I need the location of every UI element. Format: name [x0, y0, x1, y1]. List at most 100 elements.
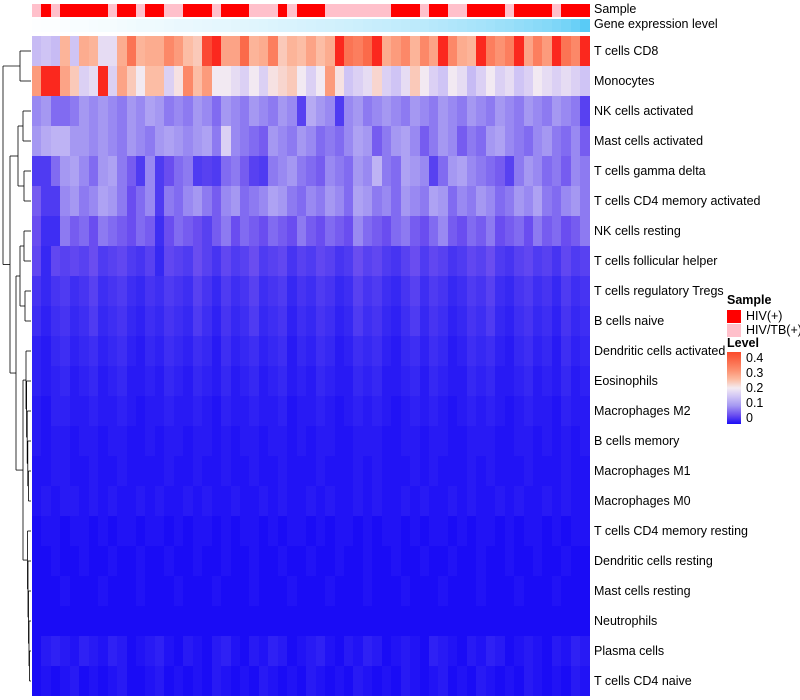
heatmap-cell — [542, 36, 552, 66]
heatmap-cell — [154, 156, 165, 186]
heatmap-cell — [334, 96, 344, 126]
heatmap-cell — [126, 216, 136, 246]
heatmap-cell — [69, 396, 80, 426]
heatmap-cell — [334, 576, 344, 606]
heatmap-cell — [230, 636, 240, 666]
row-label: B cells memory — [594, 434, 680, 448]
heatmap-cell — [410, 96, 420, 126]
heatmap-row — [32, 216, 590, 246]
heatmap-cell — [353, 306, 363, 336]
heatmap-cell — [239, 486, 250, 516]
heatmap-cell — [69, 216, 80, 246]
heatmap-cell — [296, 606, 307, 636]
sample-annotation-cell — [447, 4, 458, 17]
heatmap-cell — [154, 396, 165, 426]
heatmap-cell — [334, 456, 344, 486]
heatmap-cell — [334, 66, 344, 96]
heatmap-cell — [551, 276, 562, 306]
row-label: Macrophages M2 — [594, 404, 691, 418]
heatmap-row — [32, 666, 590, 696]
heatmap-cell — [410, 636, 420, 666]
heatmap-cell — [438, 366, 448, 396]
heatmap-cell — [41, 486, 51, 516]
heatmap-cell — [41, 576, 51, 606]
row-label: Mast cells resting — [594, 584, 691, 598]
heatmap-cell — [306, 126, 316, 156]
heatmap-cell — [353, 486, 363, 516]
sample-annotation-cell — [419, 4, 430, 17]
heatmap-cell — [258, 546, 269, 576]
gene-expression-cell — [495, 19, 505, 32]
heatmap-cell — [183, 126, 193, 156]
heatmap-cell — [523, 576, 534, 606]
heatmap-cell — [457, 666, 467, 696]
heatmap-cell — [117, 216, 127, 246]
sample-annotation-cell — [135, 4, 146, 17]
sample-annotation-cell — [485, 4, 496, 17]
heatmap-cell — [79, 606, 89, 636]
heatmap-cell — [438, 666, 448, 696]
heatmap-cell — [457, 426, 467, 456]
heatmap-cell — [523, 306, 534, 336]
heatmap-cell — [126, 576, 136, 606]
heatmap-cell — [79, 516, 89, 546]
heatmap-cell — [32, 576, 42, 606]
gene-expression-cell — [362, 19, 373, 32]
heatmap-cell — [192, 96, 203, 126]
heatmap-cell — [277, 66, 288, 96]
heatmap-cell — [561, 456, 571, 486]
heatmap-cell — [391, 666, 401, 696]
heatmap-cell — [249, 636, 259, 666]
gene-expression-cell — [485, 19, 496, 32]
heatmap-cell — [495, 516, 505, 546]
heatmap-cell — [41, 306, 51, 336]
heatmap-cell — [296, 186, 307, 216]
heatmap-cell — [60, 186, 70, 216]
heatmap-cell — [145, 426, 155, 456]
heatmap-cell — [400, 246, 411, 276]
heatmap-cell — [570, 546, 581, 576]
legend-sample-item: HIV/TB(+) — [727, 323, 800, 337]
heatmap-cell — [183, 276, 193, 306]
heatmap-cell — [551, 426, 562, 456]
heatmap-cell — [183, 606, 193, 636]
heatmap-cell — [419, 516, 430, 546]
heatmap-cell — [145, 336, 155, 366]
heatmap-cell — [485, 216, 496, 246]
heatmap-cell — [230, 306, 240, 336]
heatmap-cell — [523, 666, 534, 696]
gene-expression-cell — [372, 19, 382, 32]
heatmap-cell — [315, 336, 326, 366]
heatmap-cell — [514, 276, 524, 306]
heatmap-cell — [183, 186, 193, 216]
heatmap-cell — [173, 666, 184, 696]
heatmap-cell — [438, 576, 448, 606]
heatmap-cell — [79, 576, 89, 606]
heatmap-cell — [381, 486, 392, 516]
heatmap-cell — [154, 96, 165, 126]
heatmap-cell — [438, 66, 448, 96]
heatmap-cell — [325, 426, 335, 456]
heatmap-cell — [438, 186, 448, 216]
heatmap-cell — [211, 426, 222, 456]
heatmap-cell — [372, 156, 382, 186]
heatmap-cell — [107, 396, 118, 426]
heatmap-cell — [249, 666, 259, 696]
heatmap-cell — [154, 336, 165, 366]
heatmap-cell — [154, 636, 165, 666]
heatmap-cell — [561, 366, 571, 396]
gene-expression-cell — [561, 19, 571, 32]
heatmap-cell — [306, 216, 316, 246]
heatmap-cell — [391, 156, 401, 186]
heatmap-cell — [154, 366, 165, 396]
heatmap-cell — [173, 636, 184, 666]
heatmap-cell — [173, 246, 184, 276]
heatmap-cell — [447, 516, 458, 546]
heatmap-cell — [533, 246, 543, 276]
heatmap-cell — [570, 576, 581, 606]
heatmap-cell — [410, 276, 420, 306]
heatmap-cell — [400, 516, 411, 546]
heatmap-cell — [419, 366, 430, 396]
heatmap-cell — [32, 186, 42, 216]
heatmap-cell — [221, 186, 231, 216]
